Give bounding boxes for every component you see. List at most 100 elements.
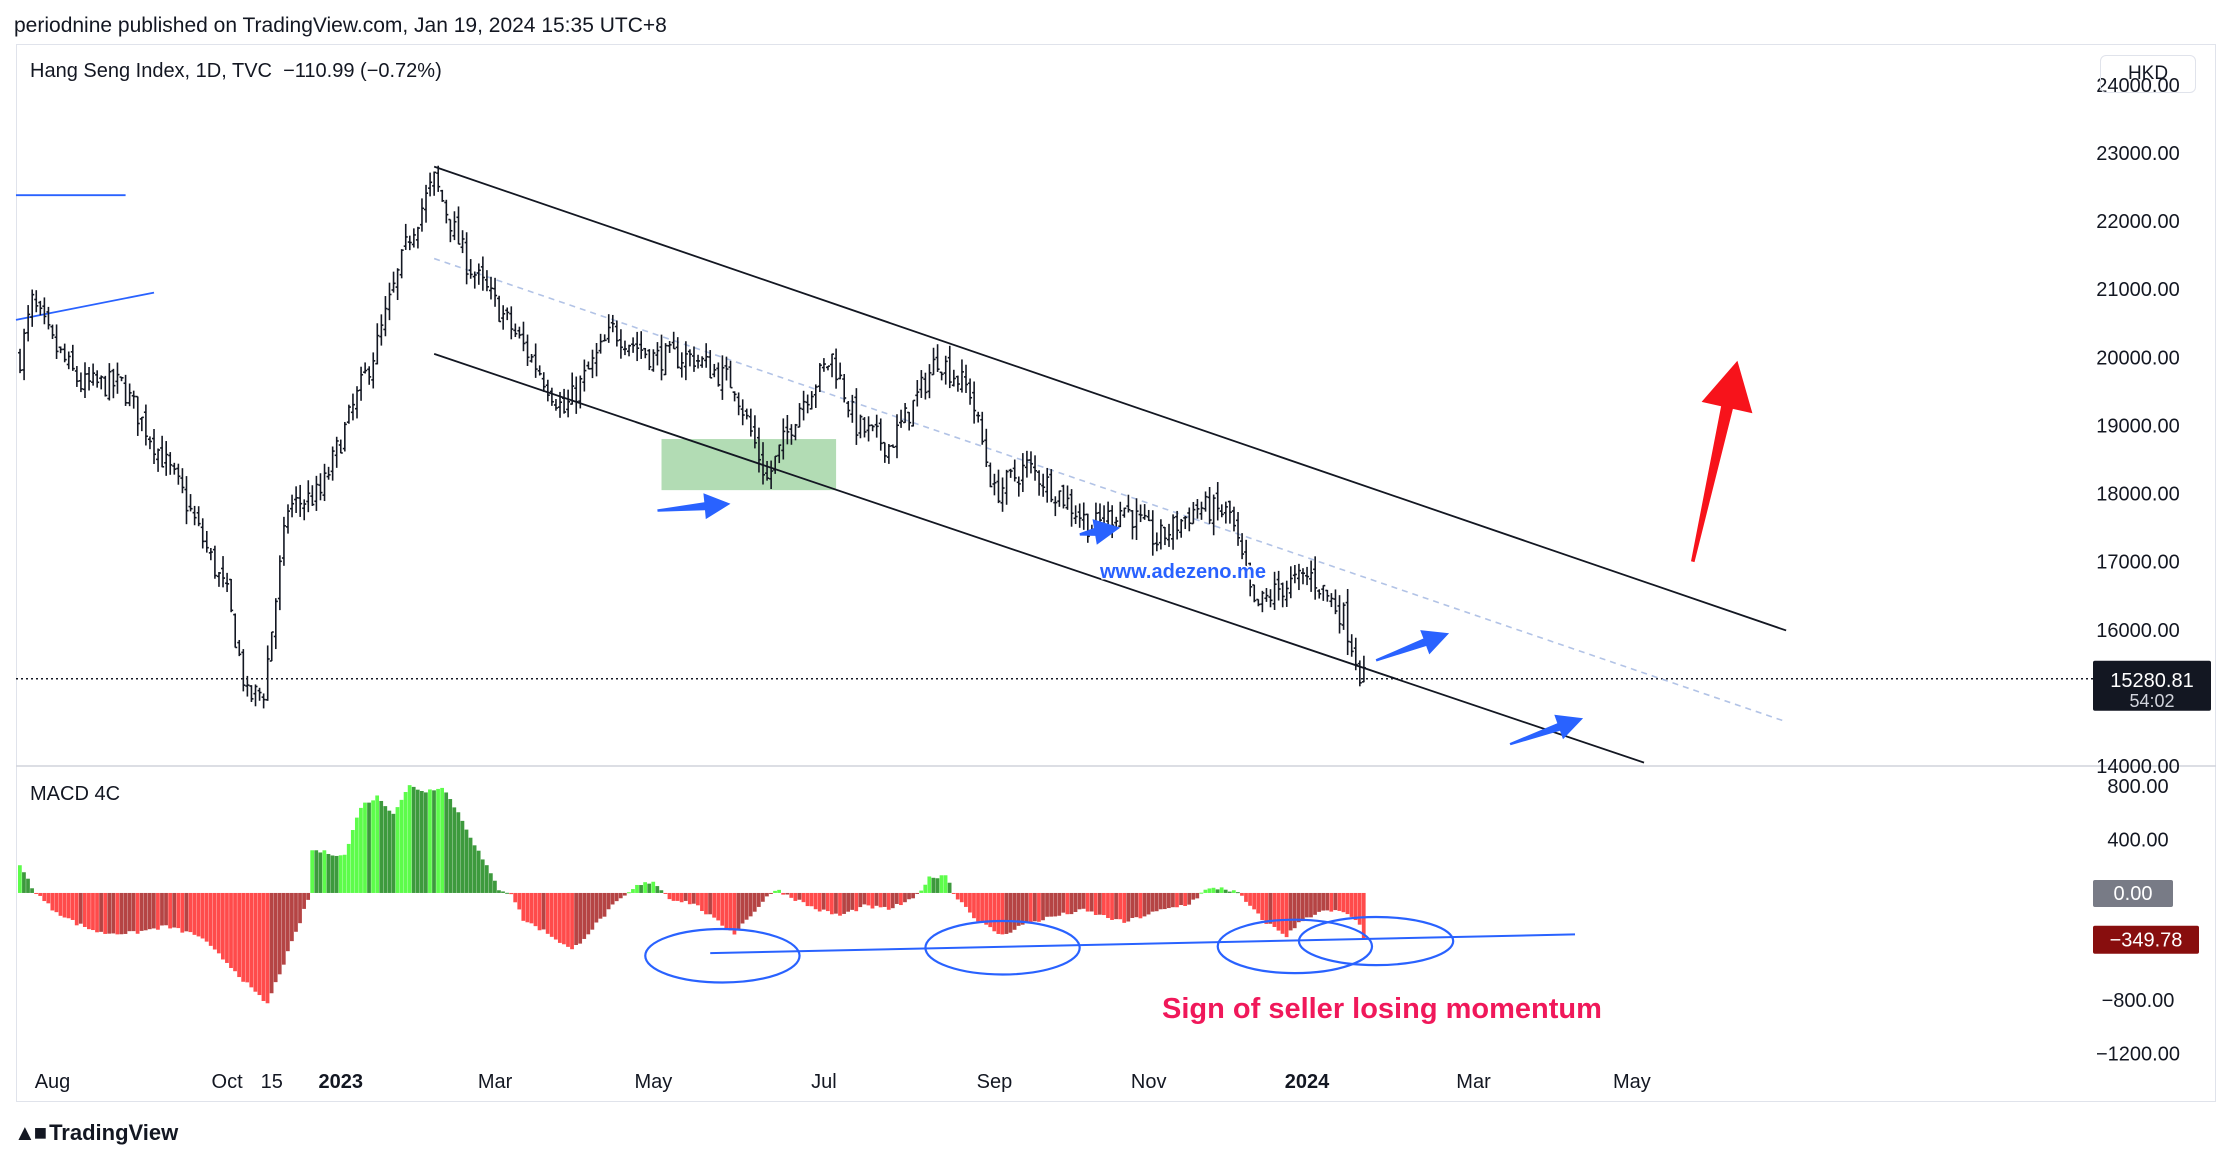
macd-bar xyxy=(687,892,692,905)
candle xyxy=(736,392,741,416)
macd-bar xyxy=(204,892,209,942)
macd-bar xyxy=(748,892,753,917)
candle xyxy=(188,494,193,512)
macd-bar xyxy=(241,892,246,982)
macd-bar xyxy=(1219,887,1224,893)
macd-tick-label: −1200.00 xyxy=(2096,1043,2180,1065)
macd-bar xyxy=(947,882,952,893)
macd-bar xyxy=(1166,892,1171,909)
candle xyxy=(541,372,546,392)
macd-bar xyxy=(172,892,177,928)
macd-bar xyxy=(724,892,729,930)
macd-bar xyxy=(1106,892,1110,919)
macd-bar xyxy=(359,807,363,893)
candle xyxy=(894,414,899,459)
macd-bar xyxy=(1110,892,1114,920)
candle xyxy=(773,455,778,474)
macd-bar xyxy=(854,892,859,912)
time-tick-label: 15 xyxy=(261,1071,283,1093)
candle xyxy=(281,516,286,566)
macd-bar xyxy=(103,892,108,934)
macd-bar xyxy=(310,850,315,893)
macd-bar xyxy=(58,892,63,916)
currency-badge[interactable]: HKD xyxy=(2100,55,2196,93)
macd-bar xyxy=(444,792,449,893)
candle xyxy=(1000,477,1005,512)
macd-bar xyxy=(712,892,717,918)
candle xyxy=(1167,523,1172,547)
candle xyxy=(196,506,201,527)
range-zone-layer xyxy=(661,439,837,491)
candle xyxy=(631,337,636,353)
candle xyxy=(216,571,221,587)
price-tick-label: 24000.00 xyxy=(2096,75,2179,97)
candle xyxy=(821,358,826,372)
candle xyxy=(1296,563,1301,591)
candle xyxy=(1183,515,1188,530)
macd-bar xyxy=(403,792,408,893)
price-tick-label: 17000.00 xyxy=(2096,552,2179,574)
candle xyxy=(890,444,895,449)
candle xyxy=(152,428,157,465)
price-tick-label: 22000.00 xyxy=(2096,211,2179,233)
candle xyxy=(99,375,104,390)
candle xyxy=(26,305,31,342)
macd-bar xyxy=(594,892,599,923)
candle xyxy=(480,256,485,291)
macd-circle-3 xyxy=(1297,915,1455,967)
candle xyxy=(1264,588,1269,602)
candle xyxy=(1045,467,1050,503)
macd-bar xyxy=(111,892,116,934)
tradingview-logo-icon: ▲■ xyxy=(14,1120,47,1145)
macd-bar xyxy=(87,892,91,930)
macd-bar xyxy=(1146,892,1151,915)
macd-bar xyxy=(557,892,562,943)
candle xyxy=(976,411,981,423)
candle xyxy=(123,374,128,406)
macd-bar xyxy=(350,830,355,893)
candle xyxy=(322,463,327,502)
macd-bar xyxy=(456,812,461,893)
macd-bar xyxy=(992,892,997,932)
candle xyxy=(111,368,116,399)
candle xyxy=(338,439,343,454)
macd-bar xyxy=(972,892,976,919)
macd-bar xyxy=(951,892,956,894)
macd-bar xyxy=(1134,892,1139,918)
macd-bar xyxy=(988,892,993,928)
macd-bar xyxy=(765,892,769,897)
macd-bar xyxy=(379,800,384,893)
macd-bar xyxy=(131,892,136,932)
candle xyxy=(1309,560,1314,592)
candle xyxy=(74,366,79,387)
macd-bar xyxy=(363,802,367,893)
candle xyxy=(899,409,904,428)
macd-bar xyxy=(1207,888,1212,893)
macd-bar xyxy=(448,799,453,893)
macd-bar xyxy=(1033,892,1037,922)
macd-bar xyxy=(732,892,737,935)
macd-bar xyxy=(1296,892,1301,923)
macd-bar xyxy=(115,892,120,935)
macd-bar xyxy=(907,892,911,900)
candle xyxy=(1126,494,1131,513)
candle xyxy=(399,249,404,279)
candle xyxy=(1150,510,1155,556)
publisher-line: periodnine published on TradingView.com,… xyxy=(14,14,667,37)
macd-bar xyxy=(602,892,607,917)
tradingview-logo[interactable]: ▲■ TradingView xyxy=(14,1120,178,1146)
macd-bar xyxy=(968,892,972,913)
macd-bar xyxy=(598,892,603,919)
macd-bar xyxy=(346,843,351,893)
candle xyxy=(1345,588,1350,656)
candle xyxy=(367,366,372,385)
macd-bar xyxy=(1000,892,1005,935)
macd-bar xyxy=(1077,892,1082,910)
macd-bar xyxy=(1341,892,1346,913)
macd-bar xyxy=(1325,892,1330,911)
candle xyxy=(1041,473,1046,497)
candle xyxy=(1122,507,1127,518)
macd-bar xyxy=(184,892,189,932)
macd-bar xyxy=(375,795,380,893)
